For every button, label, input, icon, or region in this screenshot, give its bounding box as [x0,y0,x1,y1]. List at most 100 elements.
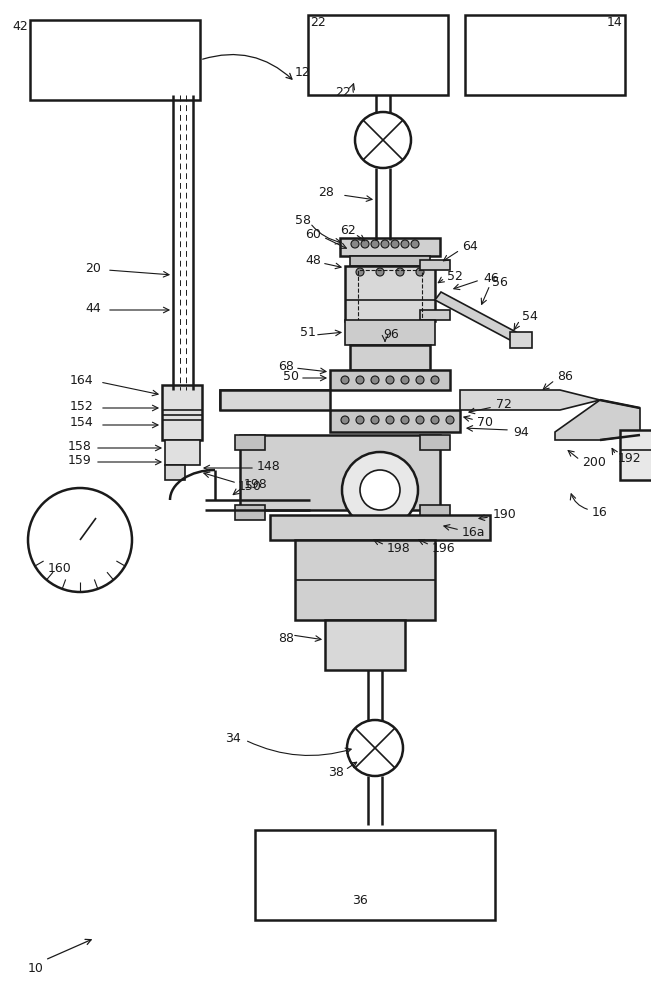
Bar [235,505,265,520]
Circle shape [351,240,359,248]
Bar [510,332,532,348]
Text: 22: 22 [335,87,351,100]
Circle shape [401,416,409,424]
Circle shape [355,112,411,168]
Polygon shape [460,390,600,410]
Circle shape [371,240,379,248]
Bar [325,620,405,670]
Text: 16: 16 [592,506,608,520]
Polygon shape [220,390,330,410]
Polygon shape [555,400,640,440]
Circle shape [431,376,439,384]
Text: 62: 62 [340,225,355,237]
Text: 44: 44 [85,302,101,314]
Bar [308,15,448,95]
Text: 88: 88 [278,632,294,645]
Bar [295,540,435,620]
Circle shape [371,376,379,384]
Text: 148: 148 [257,460,281,473]
Bar [165,465,185,480]
Circle shape [386,376,394,384]
Bar [162,385,202,440]
Text: 56: 56 [492,275,508,288]
Circle shape [356,416,364,424]
Bar [255,830,495,920]
Bar [620,430,651,480]
Text: 16a: 16a [462,526,486,540]
Circle shape [401,240,409,248]
Bar [30,20,200,100]
Text: 96: 96 [383,328,399,340]
Circle shape [28,488,132,592]
Bar [340,238,440,256]
Text: 159: 159 [68,454,92,466]
Bar [420,505,450,520]
Bar [330,410,460,432]
Circle shape [431,416,439,424]
Text: 64: 64 [462,240,478,253]
Circle shape [356,376,364,384]
Text: 160: 160 [48,562,72,574]
Circle shape [401,376,409,384]
Bar [220,390,330,410]
Text: 150: 150 [238,480,262,492]
Circle shape [446,416,454,424]
Text: 94: 94 [513,426,529,438]
Circle shape [360,470,400,510]
Text: 28: 28 [318,186,334,200]
Circle shape [391,240,399,248]
Bar [350,345,430,370]
Bar [345,266,435,321]
Text: 10: 10 [28,962,44,974]
Text: 198: 198 [244,479,268,491]
Text: 36: 36 [352,894,368,906]
Text: 51: 51 [300,326,316,340]
Bar [350,256,430,266]
Text: 70: 70 [477,416,493,428]
Bar [420,435,450,450]
Text: 152: 152 [70,400,94,414]
Text: 52: 52 [447,269,463,282]
Bar [330,370,450,390]
Circle shape [381,240,389,248]
Circle shape [371,416,379,424]
Bar [270,515,490,540]
Circle shape [416,268,424,276]
Circle shape [356,268,364,276]
Circle shape [396,268,404,276]
Text: 22: 22 [310,15,326,28]
Circle shape [347,720,403,776]
Text: 14: 14 [607,15,623,28]
Text: 190: 190 [493,508,517,520]
Text: 50: 50 [283,369,299,382]
Bar [345,320,435,345]
Bar [465,15,625,95]
Circle shape [341,416,349,424]
Polygon shape [435,292,516,340]
Text: 34: 34 [225,732,241,744]
Text: 38: 38 [328,766,344,780]
Circle shape [361,240,369,248]
Circle shape [416,416,424,424]
Text: 86: 86 [557,370,573,383]
Circle shape [342,452,418,528]
Circle shape [341,376,349,384]
Text: 60: 60 [305,229,321,241]
Text: 192: 192 [618,452,642,464]
Text: 20: 20 [85,261,101,274]
Text: 200: 200 [582,456,606,470]
Text: 198: 198 [387,542,411,554]
Text: 42: 42 [12,20,28,33]
Text: 58: 58 [295,214,311,227]
Text: 46: 46 [483,271,499,284]
Text: 12: 12 [295,66,311,79]
Bar [240,435,440,510]
Text: 154: 154 [70,416,94,430]
Text: 48: 48 [305,253,321,266]
Circle shape [386,416,394,424]
Text: 158: 158 [68,440,92,452]
Bar [165,440,200,465]
Circle shape [376,268,384,276]
Text: 68: 68 [278,360,294,372]
Bar [358,270,422,330]
